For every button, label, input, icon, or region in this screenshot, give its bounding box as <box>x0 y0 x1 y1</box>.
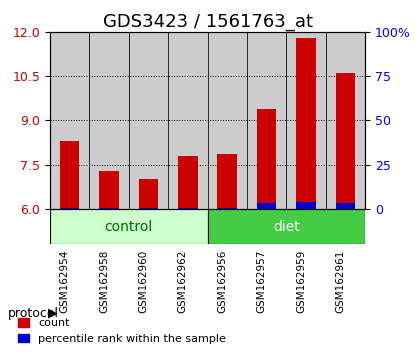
FancyBboxPatch shape <box>50 209 208 244</box>
Title: GDS3423 / 1561763_at: GDS3423 / 1561763_at <box>103 13 312 30</box>
Bar <box>129 32 168 209</box>
Bar <box>336 203 355 209</box>
Legend: count, percentile rank within the sample: count, percentile rank within the sample <box>14 314 231 348</box>
Bar <box>336 73 355 209</box>
Text: diet: diet <box>273 219 300 234</box>
Bar <box>99 171 119 209</box>
Text: GSM162960: GSM162960 <box>138 250 149 313</box>
Bar <box>296 38 316 209</box>
Bar <box>60 141 79 209</box>
Text: GSM162959: GSM162959 <box>296 250 306 313</box>
Bar <box>257 109 276 209</box>
Bar <box>217 154 237 209</box>
Bar <box>326 32 365 209</box>
Bar <box>168 32 208 209</box>
Bar <box>139 179 158 209</box>
Bar <box>257 203 276 209</box>
Text: protocol: protocol <box>8 307 59 320</box>
Bar <box>139 208 158 209</box>
Text: GSM162962: GSM162962 <box>178 250 188 313</box>
Bar <box>296 202 316 209</box>
Bar <box>286 32 326 209</box>
Bar <box>217 208 237 209</box>
FancyBboxPatch shape <box>208 209 365 244</box>
Text: GSM162958: GSM162958 <box>99 250 109 313</box>
Bar <box>247 32 286 209</box>
Text: GSM162956: GSM162956 <box>217 250 227 313</box>
Text: control: control <box>105 219 153 234</box>
Bar <box>60 208 79 209</box>
Text: GSM162954: GSM162954 <box>59 250 69 313</box>
Bar <box>50 32 89 209</box>
Bar <box>89 32 129 209</box>
Text: GSM162957: GSM162957 <box>256 250 267 313</box>
Text: ▶: ▶ <box>48 307 57 320</box>
Bar <box>99 208 119 209</box>
Bar <box>178 156 198 209</box>
Bar <box>178 208 198 209</box>
Text: GSM162961: GSM162961 <box>335 250 346 313</box>
Bar <box>208 32 247 209</box>
